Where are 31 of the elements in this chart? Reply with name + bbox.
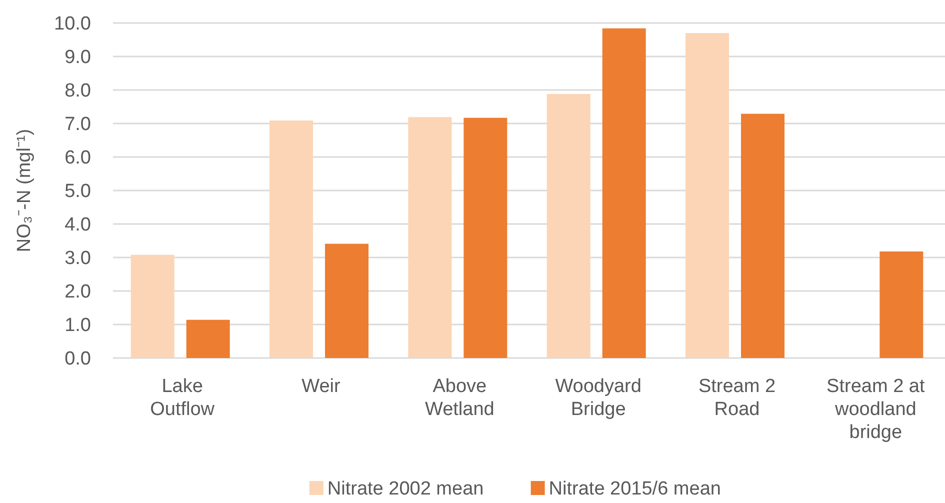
y-tick-label: 3.0 xyxy=(64,248,91,270)
bar xyxy=(408,117,452,358)
bar xyxy=(686,33,729,358)
y-tick-label: 5.0 xyxy=(64,181,91,202)
y-tick-label: 6.0 xyxy=(64,148,91,169)
x-tick-label: Above Wetland xyxy=(424,376,494,420)
x-tick-label: Stream 2 at woodland bridge xyxy=(826,376,926,443)
y-axis-title: NO₃⁻-N (mgl⁻¹) xyxy=(14,128,35,252)
y-tick-label: 10.0 xyxy=(54,14,91,35)
y-tick-label: 0.0 xyxy=(64,348,91,370)
bar xyxy=(270,120,313,358)
x-tick-label: Woodyard Bridge xyxy=(555,376,642,420)
y-tick-label: 2.0 xyxy=(64,282,91,303)
x-tick-label: Stream 2 Road xyxy=(698,376,776,420)
y-tick-label: 8.0 xyxy=(64,80,91,102)
bar xyxy=(880,251,924,358)
legend-label: Nitrate 2002 mean xyxy=(327,478,484,500)
bar xyxy=(602,28,646,358)
bar xyxy=(130,254,174,358)
legend-label: Nitrate 2015/6 mean xyxy=(548,478,721,500)
bar xyxy=(546,94,590,358)
bar xyxy=(325,244,368,358)
y-tick-label: 7.0 xyxy=(64,114,91,136)
bar xyxy=(186,320,230,358)
y-tick-label: 1.0 xyxy=(64,315,91,336)
bar xyxy=(464,118,508,358)
x-tick-label: Weir xyxy=(302,376,342,397)
bar xyxy=(741,114,784,358)
y-tick-label: 9.0 xyxy=(64,47,91,68)
y-tick-label: 4.0 xyxy=(64,214,91,236)
x-tick-label: Lake Outflow xyxy=(150,376,215,420)
